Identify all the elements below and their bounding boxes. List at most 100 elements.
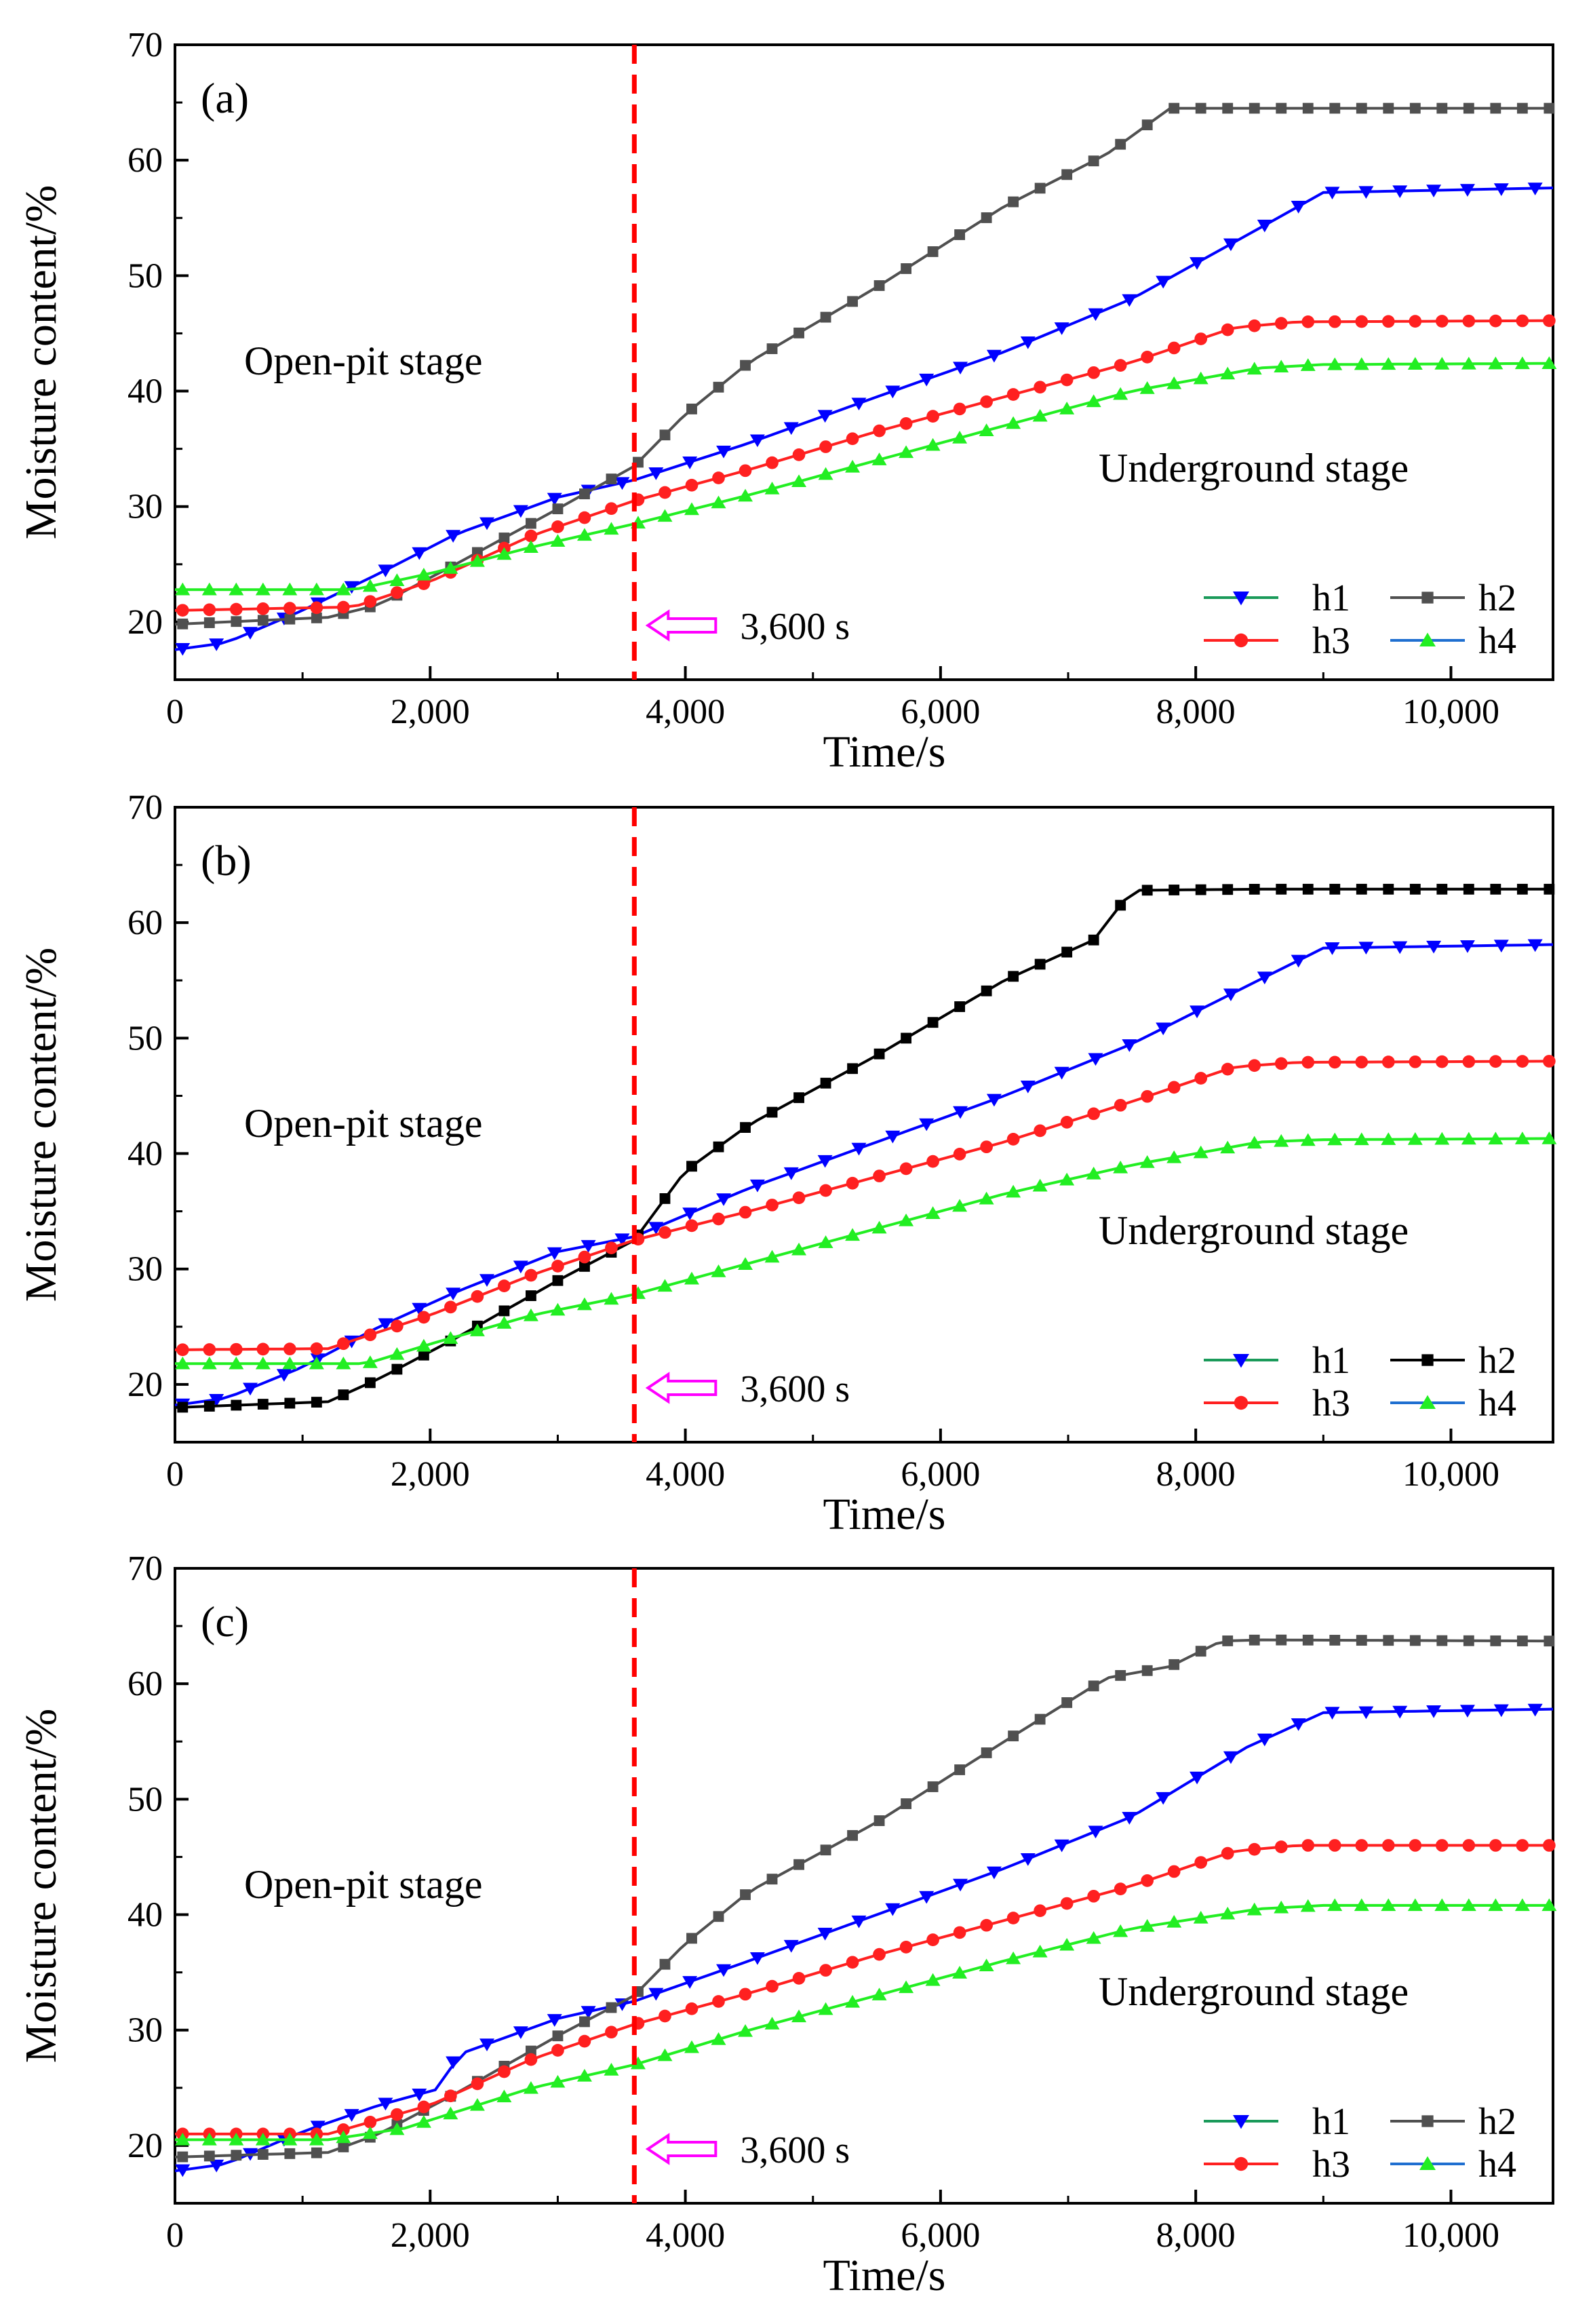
legend-label-h3: h3: [1312, 2144, 1350, 2186]
data-point-h4: [1327, 1132, 1343, 1146]
data-point-h4: [1300, 358, 1316, 371]
data-point-h1: [783, 422, 799, 435]
data-point-h2: [793, 1859, 804, 1870]
data-point-h4: [818, 1235, 833, 1248]
legend-label-h4: h4: [1478, 2144, 1516, 2186]
data-point-h3: [926, 1933, 939, 1946]
y-tick-label: 40: [127, 372, 163, 411]
legend: h1 h2 h3 h4: [1204, 1340, 1516, 1425]
data-point-h1: [479, 2038, 495, 2051]
data-point-h3: [1328, 315, 1341, 328]
data-point-h3: [417, 2100, 431, 2114]
data-point-h3: [444, 2089, 457, 2103]
data-point-h3: [1355, 1839, 1369, 1852]
data-point-h2: [1008, 1730, 1019, 1742]
data-point-h4: [657, 509, 673, 522]
data-point-h4: [1193, 1910, 1209, 1924]
data-point-h3: [1141, 350, 1154, 364]
data-point-h2: [901, 263, 912, 274]
data-point-h3: [926, 410, 939, 423]
data-point-h1: [851, 1142, 867, 1156]
data-point-h3: [363, 1328, 377, 1342]
data-point-h1: [1358, 942, 1374, 955]
data-point-h2: [498, 1305, 510, 1317]
data-point-h2: [231, 2150, 242, 2161]
series-h3: [174, 314, 1556, 617]
data-point-h2: [847, 296, 858, 307]
data-point-h4: [657, 1279, 673, 1292]
data-point-h4: [1113, 387, 1128, 400]
data-point-h1: [513, 2026, 528, 2039]
data-point-h4: [201, 1356, 217, 1370]
data-point-h2: [1383, 883, 1394, 895]
series-h4: [175, 1131, 1557, 1370]
data-point-h2: [1195, 1646, 1206, 1657]
data-point-h2: [1168, 1659, 1180, 1670]
data-point-h2: [1463, 102, 1474, 114]
data-point-h1: [344, 581, 359, 594]
data-point-h2: [338, 1389, 349, 1401]
x-tick-label: 8,000: [1156, 2216, 1236, 2255]
data-point-h3: [1034, 1904, 1046, 1918]
x-tick-label: 0: [166, 2216, 184, 2255]
data-point-h1: [243, 1382, 258, 1396]
data-point-h4: [1407, 1131, 1423, 1145]
data-point-h4: [416, 2114, 431, 2128]
data-point-h3: [846, 1176, 859, 1190]
data-point-h2: [606, 2002, 617, 2013]
data-point-h3: [819, 1964, 832, 1977]
data-point-h4: [1086, 394, 1101, 408]
data-point-h3: [1462, 314, 1476, 328]
data-point-h3: [685, 2002, 699, 2015]
data-point-h2: [1436, 883, 1448, 895]
data-point-h2: [257, 1399, 269, 1410]
data-point-h4: [416, 567, 431, 581]
data-point-h3: [176, 1343, 189, 1357]
data-point-h3: [792, 448, 806, 461]
series-line-h1: [174, 943, 1554, 1407]
data-point-h2: [1329, 883, 1341, 895]
x-tick-label: 4,000: [646, 2216, 725, 2255]
data-point-h1: [1291, 954, 1306, 968]
data-point-h4: [952, 1966, 968, 1979]
data-point-h4: [1434, 357, 1450, 370]
data-point-h3: [471, 2077, 484, 2091]
data-point-h4: [362, 2126, 378, 2139]
data-point-h1: [986, 1866, 1002, 1880]
data-point-h2: [1195, 102, 1206, 114]
data-point-h2: [927, 1781, 939, 1792]
data-point-h3: [524, 2053, 538, 2066]
data-point-h1: [1257, 971, 1272, 985]
data-point-h2: [1329, 102, 1341, 114]
data-point-h2: [659, 1193, 671, 1204]
data-point-h3: [551, 1260, 564, 1273]
y-tick-label: 50: [127, 256, 163, 295]
data-point-h4: [738, 488, 753, 502]
data-point-h1: [716, 1964, 732, 1977]
data-point-h2: [1088, 934, 1099, 946]
data-point-h4: [791, 2009, 807, 2023]
x-axis-label: Time/s: [823, 727, 946, 777]
data-point-h2: [1061, 1697, 1073, 1708]
data-point-h3: [1409, 1839, 1422, 1852]
data-point-h1: [1527, 939, 1543, 952]
series-line-h3: [175, 1844, 1553, 2135]
legend-label-h4: h4: [1478, 620, 1516, 662]
panel-label: (c): [201, 1597, 249, 1646]
data-point-h3: [953, 402, 966, 416]
data-point-h3: [980, 1918, 993, 1932]
x-tick-label: 2,000: [391, 2216, 470, 2255]
data-point-h4: [1407, 1898, 1423, 1912]
y-tick-label: 70: [127, 788, 163, 827]
data-point-h3: [899, 1941, 913, 1954]
data-point-h3: [1355, 315, 1369, 328]
data-point-h3: [176, 604, 189, 617]
x-axis-label: Time/s: [823, 2251, 946, 2300]
data-point-h2: [1490, 1635, 1501, 1646]
y-axis-label: Moisture content/%: [16, 1709, 66, 2063]
data-point-h1: [1223, 238, 1238, 252]
data-point-h1: [1020, 1853, 1036, 1866]
x-tick-label: 2,000: [391, 693, 470, 731]
data-point-h2: [579, 2016, 590, 2028]
data-point-h3: [391, 586, 404, 599]
